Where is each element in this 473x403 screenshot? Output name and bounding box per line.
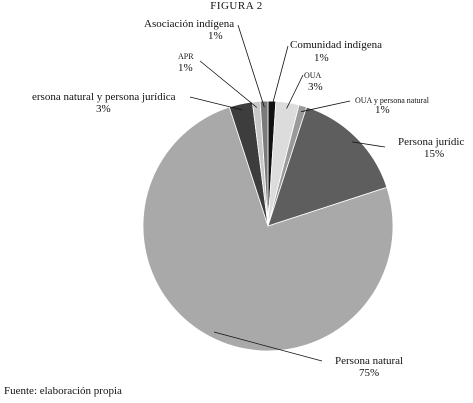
slice-name-label: APR xyxy=(178,52,194,61)
slice-percent-label: 1% xyxy=(375,104,390,116)
slice-name-label: Asociación indígena xyxy=(144,18,234,30)
slice-name-label: Comunidad indígena xyxy=(290,39,382,51)
leader-line-5 xyxy=(213,331,323,362)
slice-percent-label: 15% xyxy=(424,148,444,160)
leader-line-6 xyxy=(189,96,243,111)
leader-line-3 xyxy=(301,100,351,113)
slice-name-label: OUA y persona natural xyxy=(355,96,430,105)
leader-line-2 xyxy=(286,74,304,109)
source-note: Fuente: elaboración propia xyxy=(4,385,122,397)
pie-slice-4 xyxy=(267,106,388,227)
slice-name-label: OUA xyxy=(304,71,322,80)
slice-percent-label: 1% xyxy=(178,62,193,74)
slice-percent-label: 75% xyxy=(359,367,379,379)
leader-line-7 xyxy=(199,60,258,108)
slice-name-label: Persona jurídic xyxy=(398,136,464,148)
pie-slice-5 xyxy=(142,106,394,352)
slice-percent-label: 3% xyxy=(308,81,323,93)
pie-slice-8 xyxy=(259,100,269,227)
leader-line-1 xyxy=(271,45,289,108)
figure-title: FIGURA 2 xyxy=(210,0,263,12)
leader-line-8 xyxy=(237,24,265,108)
slice-name-label: ersona natural y persona jurídica xyxy=(32,91,176,103)
slice-name-label: Persona natural xyxy=(335,355,403,367)
pie-slices xyxy=(142,100,394,352)
slice-percent-label: 1% xyxy=(208,30,223,42)
leader-lines xyxy=(189,24,386,362)
slice-percent-label: 1% xyxy=(314,52,329,64)
leader-line-4 xyxy=(352,141,386,148)
slice-percent-label: 3% xyxy=(96,103,111,115)
